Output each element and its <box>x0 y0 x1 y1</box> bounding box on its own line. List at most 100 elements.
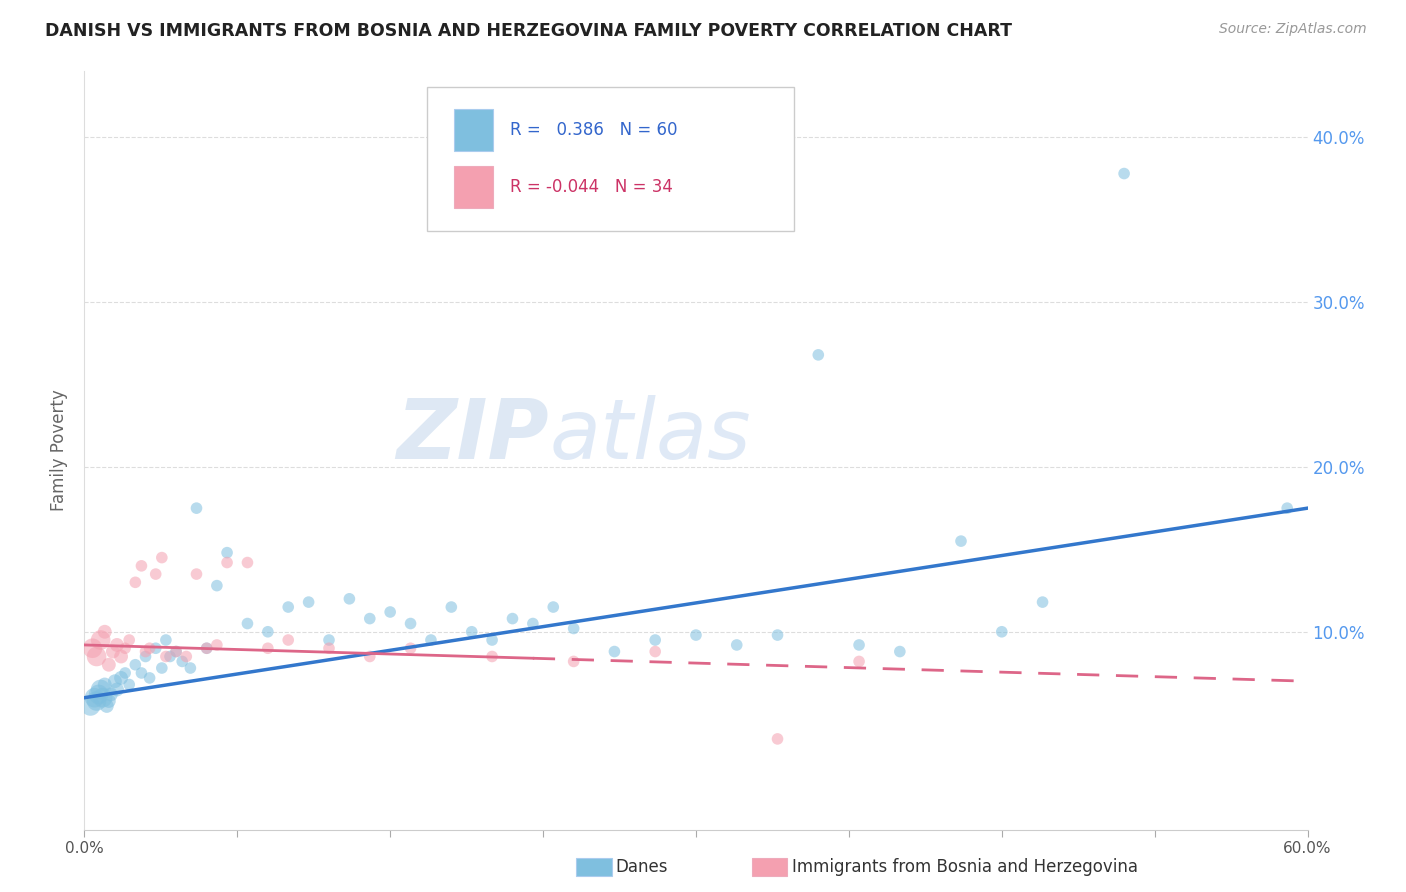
Point <box>481 649 503 664</box>
Point <box>110 671 132 685</box>
Point <box>165 644 187 658</box>
Point <box>114 641 136 656</box>
Point <box>461 624 484 639</box>
Point <box>118 677 141 691</box>
Point <box>277 633 299 648</box>
Point <box>766 731 789 746</box>
Point <box>195 641 218 656</box>
Point <box>138 671 160 685</box>
Text: Immigrants from Bosnia and Herzegovina: Immigrants from Bosnia and Herzegovina <box>792 858 1137 876</box>
Text: ZIP: ZIP <box>396 395 550 475</box>
Point <box>318 633 340 648</box>
Point <box>104 674 127 689</box>
Point <box>105 682 128 697</box>
Point <box>118 633 141 648</box>
Text: atlas: atlas <box>550 395 751 475</box>
Point <box>217 546 239 560</box>
Point <box>359 649 381 664</box>
Point <box>236 616 259 631</box>
Point <box>105 638 128 652</box>
Point <box>1032 595 1054 609</box>
Point <box>110 649 132 664</box>
Point <box>562 622 585 636</box>
Point <box>97 694 120 708</box>
Point <box>807 348 830 362</box>
Point <box>277 600 299 615</box>
Point <box>165 644 187 658</box>
Text: Source: ZipAtlas.com: Source: ZipAtlas.com <box>1219 22 1367 37</box>
Point <box>257 624 280 639</box>
Point <box>91 690 114 705</box>
Bar <box>454 109 494 151</box>
Point <box>179 661 201 675</box>
Point <box>174 649 197 664</box>
Point <box>848 638 870 652</box>
Point <box>138 641 160 656</box>
Point <box>339 591 361 606</box>
Point <box>991 624 1014 639</box>
Point <box>359 611 381 625</box>
Bar <box>454 166 494 208</box>
Point <box>543 600 565 615</box>
Point <box>522 616 544 631</box>
Point <box>685 628 707 642</box>
Text: R = -0.044   N = 34: R = -0.044 N = 34 <box>510 178 673 196</box>
Point <box>114 665 136 680</box>
Point <box>131 558 153 573</box>
Point <box>766 628 789 642</box>
Point <box>257 641 280 656</box>
Point <box>502 611 524 625</box>
Point <box>725 638 748 652</box>
Point <box>318 641 340 656</box>
Point <box>131 665 153 680</box>
Point <box>848 655 870 669</box>
Point <box>217 556 239 570</box>
Point <box>96 698 118 713</box>
Point <box>420 633 443 648</box>
Text: DANISH VS IMMIGRANTS FROM BOSNIA AND HERZEGOVINA FAMILY POVERTY CORRELATION CHAR: DANISH VS IMMIGRANTS FROM BOSNIA AND HER… <box>45 22 1012 40</box>
Point <box>150 550 173 565</box>
Point <box>399 616 422 631</box>
Point <box>562 655 585 669</box>
Point <box>155 633 177 648</box>
Point <box>205 638 228 652</box>
Point <box>90 682 112 697</box>
Y-axis label: Family Poverty: Family Poverty <box>51 390 69 511</box>
Point <box>889 644 911 658</box>
Point <box>145 567 167 582</box>
Point <box>644 644 666 658</box>
Point <box>159 649 181 664</box>
FancyBboxPatch shape <box>427 87 794 230</box>
Point <box>399 641 422 656</box>
Point <box>135 649 157 664</box>
Text: Danes: Danes <box>616 858 668 876</box>
Point <box>205 579 228 593</box>
Point <box>150 661 173 675</box>
Point <box>1114 167 1136 181</box>
Point <box>90 633 112 648</box>
Point <box>298 595 321 609</box>
Point <box>100 687 122 701</box>
Point <box>440 600 463 615</box>
Point <box>101 644 124 658</box>
Point <box>79 698 101 713</box>
Point <box>172 655 194 669</box>
Point <box>124 575 146 590</box>
Text: R =   0.386   N = 60: R = 0.386 N = 60 <box>510 121 678 139</box>
Point <box>93 624 115 639</box>
Point <box>86 694 108 708</box>
Point <box>186 567 208 582</box>
Point <box>86 649 108 664</box>
Point <box>236 556 259 570</box>
Point <box>135 644 157 658</box>
Point <box>380 605 402 619</box>
Point <box>195 641 218 656</box>
Point <box>603 644 626 658</box>
Point <box>644 633 666 648</box>
Point <box>145 641 167 656</box>
Point <box>1277 501 1299 516</box>
Point <box>83 690 105 705</box>
Point <box>155 649 177 664</box>
Point <box>481 633 503 648</box>
Point <box>93 677 115 691</box>
